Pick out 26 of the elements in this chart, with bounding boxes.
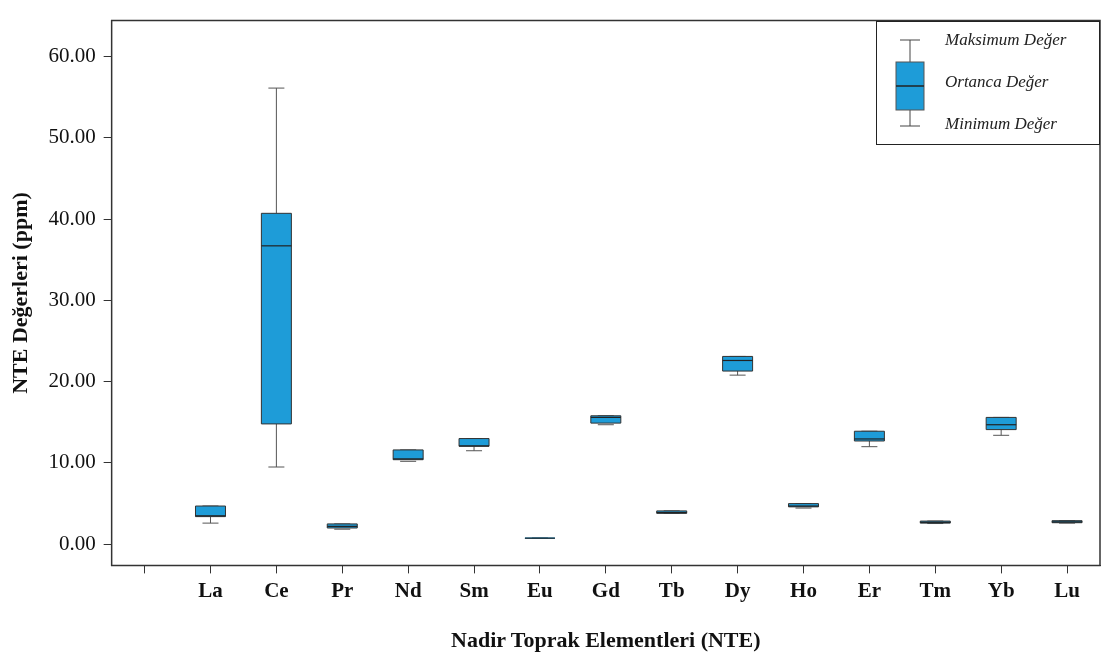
x-tick-label: Tm — [919, 578, 952, 603]
annotation: Minimum Değer — [945, 113, 1057, 134]
x-tick-label: Sm — [459, 578, 490, 603]
annotation: Ortanca Değer — [945, 71, 1049, 92]
y-tick-label: 20.00 — [48, 368, 96, 393]
x-tick-label: Pr — [331, 578, 354, 603]
x-tick-label: Nd — [394, 578, 422, 603]
x-tick-label: Eu — [527, 578, 554, 603]
x-tick-label: Dy — [724, 578, 751, 603]
y-tick-label: 50.00 — [48, 124, 96, 149]
y-axis-title: NTE Değerleri (ppm) — [6, 192, 32, 394]
y-tick-label: 30.00 — [48, 286, 96, 311]
y-tick-label: 60.00 — [48, 42, 96, 67]
y-tick-label: 10.00 — [48, 449, 96, 474]
annotation: Maksimum Değer — [945, 29, 1067, 50]
x-tick-label: Ho — [790, 578, 817, 603]
x-tick-label: Gd — [591, 578, 621, 603]
x-tick-label: Ce — [264, 578, 289, 603]
x-tick-label: Lu — [1054, 578, 1081, 603]
y-tick-label: 40.00 — [48, 205, 96, 230]
x-tick-label: La — [198, 578, 224, 603]
x-tick-label: Er — [857, 578, 882, 603]
y-tick-label: 0.00 — [58, 530, 96, 555]
x-tick-label: Yb — [987, 578, 1015, 603]
x-tick-label: Tb — [658, 578, 685, 603]
x-axis-title: Nadir Toprak Elementleri (NTE) — [451, 627, 761, 653]
